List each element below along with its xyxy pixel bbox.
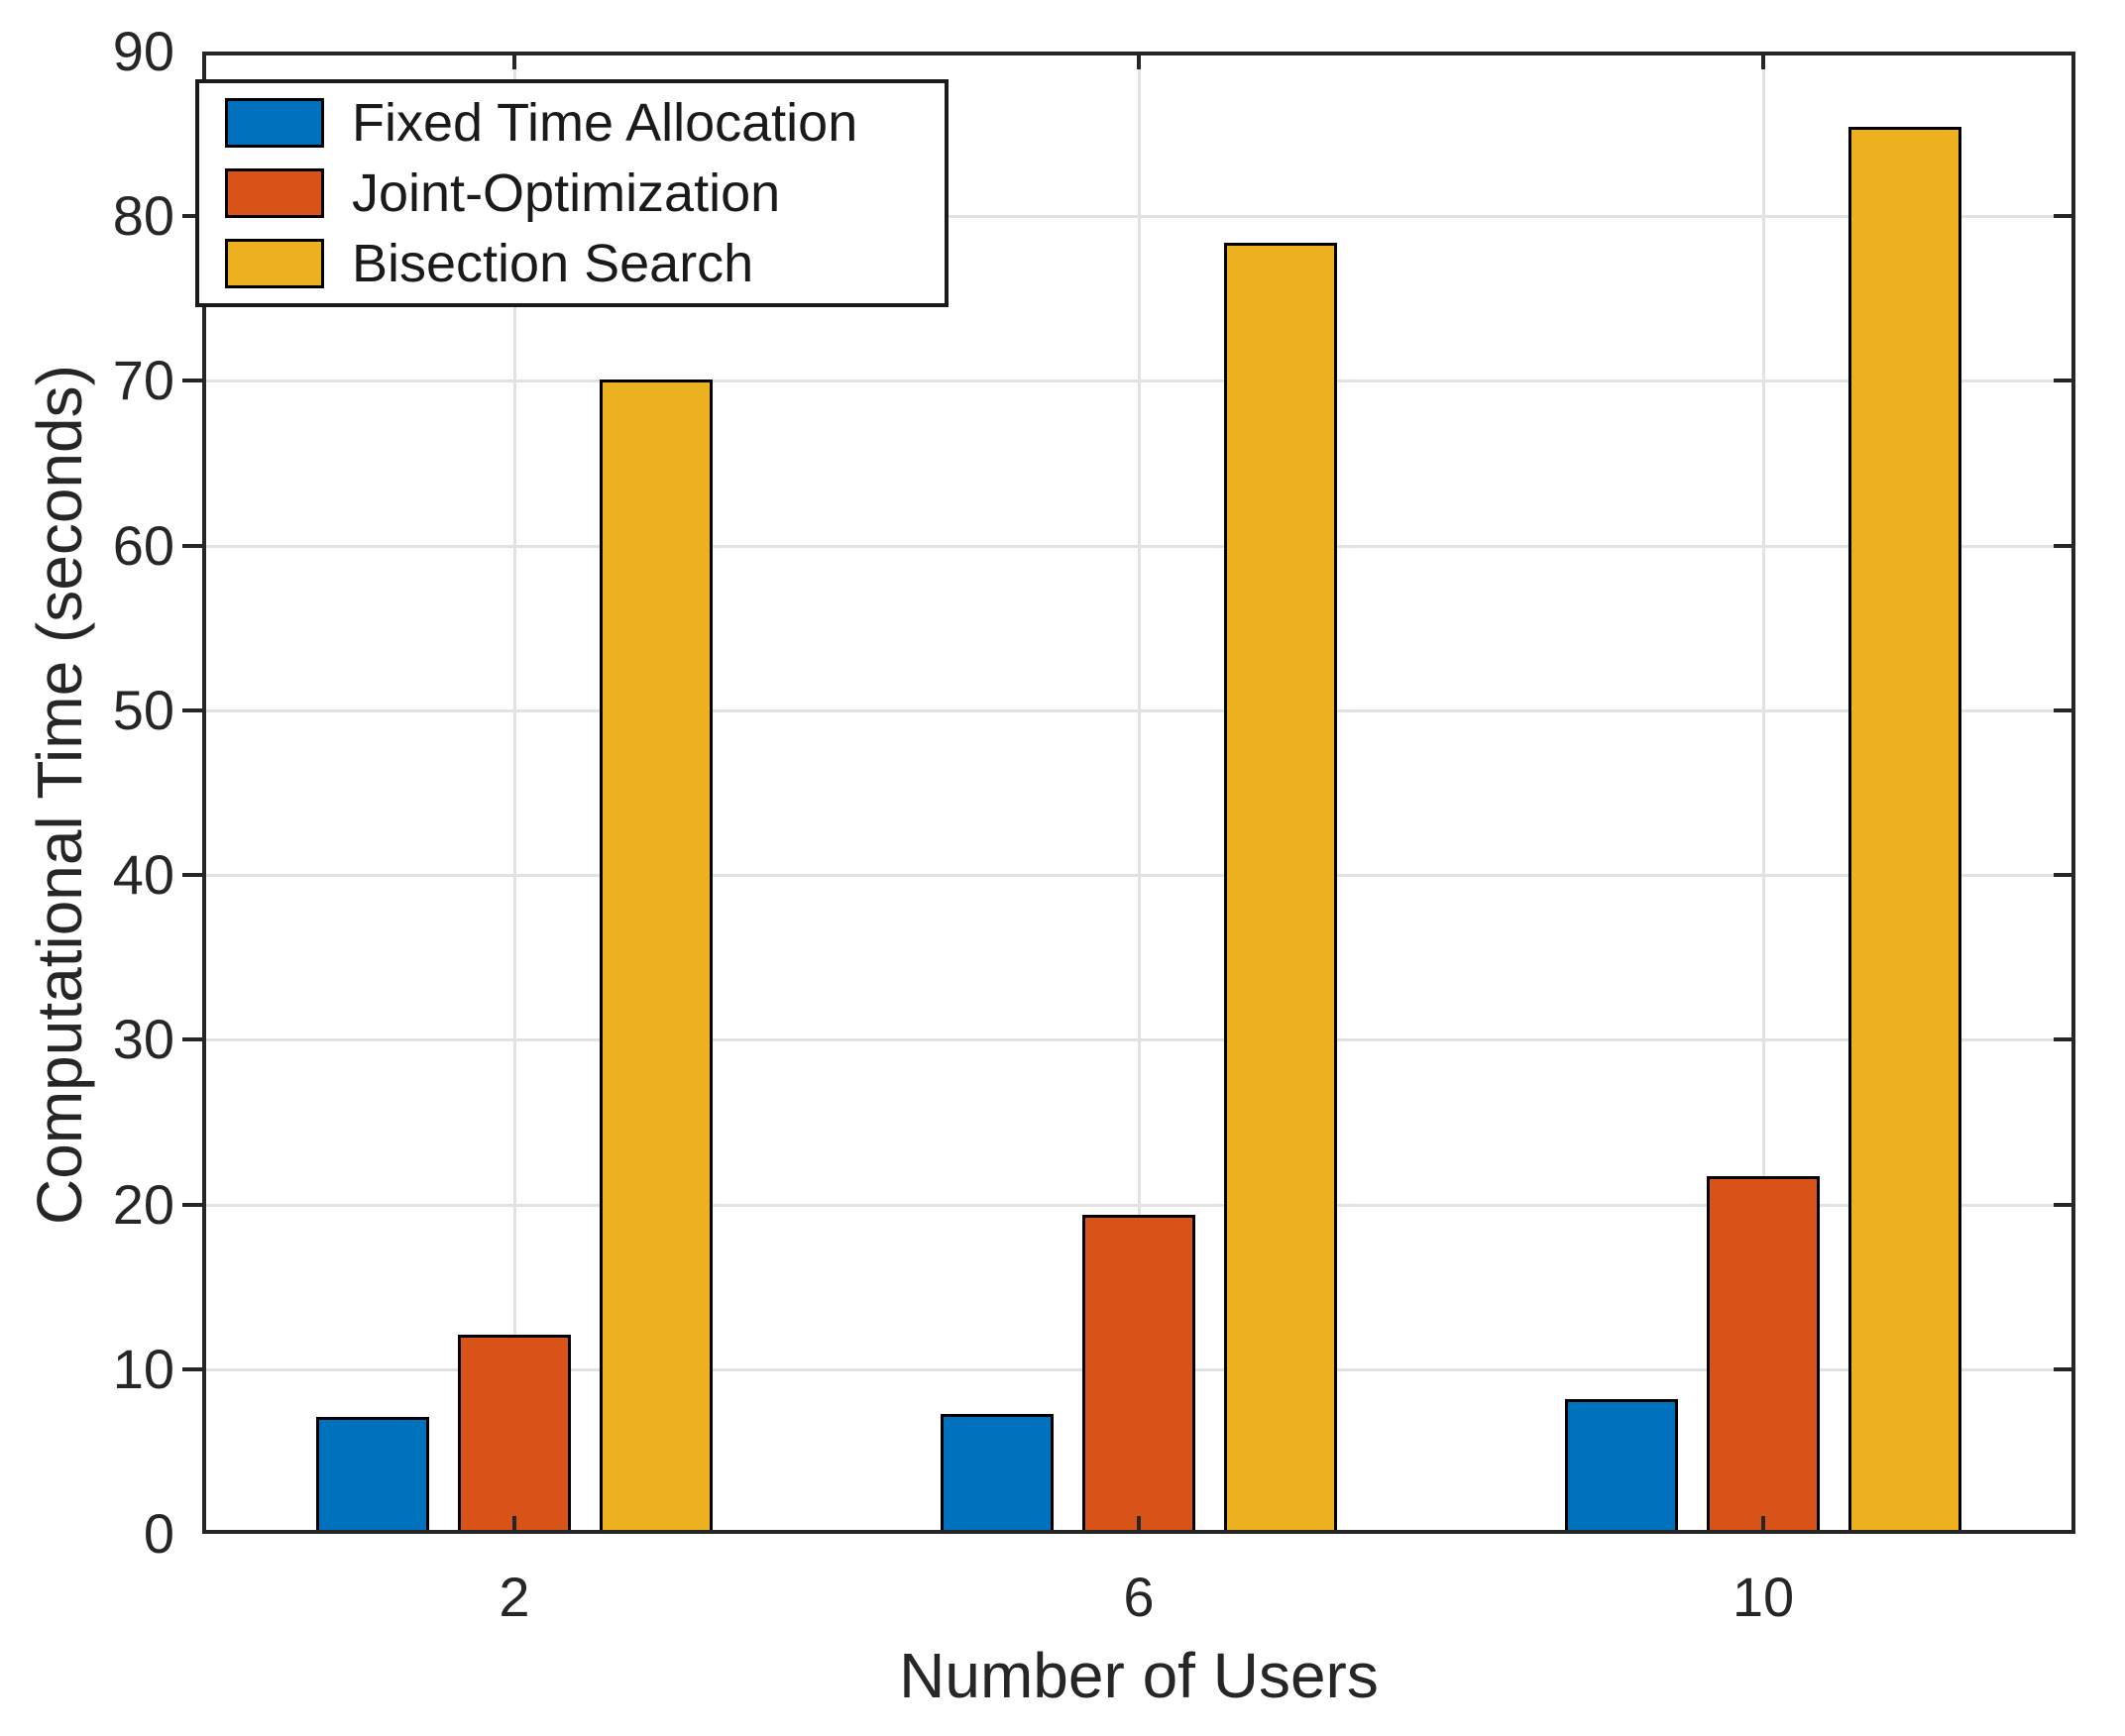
y-tick-mark bbox=[182, 1202, 202, 1207]
x-tick-mark-top bbox=[1137, 52, 1141, 69]
x-tick-label: 10 bbox=[1732, 1566, 1795, 1628]
legend-item: Joint-Optimization bbox=[199, 158, 945, 228]
y-tick-mark bbox=[182, 214, 202, 219]
x-tick-mark-top bbox=[512, 52, 516, 69]
plot-area bbox=[202, 52, 2075, 1534]
y-tick-mark-right bbox=[2054, 1202, 2071, 1207]
y-tick-mark-right bbox=[2054, 543, 2071, 548]
y-tick-label: 60 bbox=[112, 513, 174, 577]
x-tick-label: 2 bbox=[499, 1566, 530, 1628]
x-tick-mark bbox=[1761, 1516, 1765, 1534]
y-tick-mark bbox=[182, 543, 202, 548]
y-tick-mark bbox=[182, 873, 202, 878]
y-tick-label: 70 bbox=[112, 349, 174, 412]
y-tick-label: 40 bbox=[112, 843, 174, 907]
y-axis-label: Computational Time (seconds) bbox=[24, 365, 95, 1225]
bar-fixed-time-allocation bbox=[941, 1414, 1054, 1534]
bar-bisection-search bbox=[1224, 243, 1337, 1534]
bar-joint-optimization bbox=[1707, 1176, 1820, 1534]
bar-fixed-time-allocation bbox=[316, 1417, 429, 1534]
v-gridline bbox=[1762, 52, 1765, 1534]
y-tick-mark bbox=[182, 379, 202, 383]
y-tick-label: 90 bbox=[112, 20, 174, 82]
x-tick-mark-top bbox=[1761, 52, 1765, 69]
y-tick-label: 20 bbox=[112, 1172, 174, 1236]
y-tick-label: 0 bbox=[143, 1502, 174, 1565]
y-tick-label: 30 bbox=[112, 1008, 174, 1071]
v-gridline bbox=[513, 52, 516, 1534]
v-gridline bbox=[1138, 52, 1141, 1534]
legend-item: Fixed Time Allocation bbox=[199, 87, 945, 158]
y-tick-label: 80 bbox=[112, 184, 174, 248]
y-tick-mark-right bbox=[2054, 707, 2071, 712]
legend-item: Bisection Search bbox=[199, 229, 945, 299]
x-tick-mark bbox=[1137, 1516, 1141, 1534]
x-axis-label: Number of Users bbox=[899, 1640, 1379, 1711]
y-tick-mark bbox=[182, 1366, 202, 1371]
legend-swatch bbox=[225, 239, 324, 289]
y-tick-label: 10 bbox=[112, 1337, 174, 1400]
y-tick-mark-right bbox=[2054, 873, 2071, 878]
y-tick-mark-right bbox=[2054, 214, 2071, 219]
legend: Fixed Time Allocation Joint-Optimization B… bbox=[195, 79, 949, 307]
y-tick-mark-right bbox=[2054, 1037, 2071, 1042]
y-tick-mark bbox=[182, 1037, 202, 1042]
x-tick-label: 6 bbox=[1123, 1566, 1155, 1628]
bar-joint-optimization bbox=[458, 1335, 571, 1534]
legend-swatch bbox=[225, 97, 324, 148]
bar-bisection-search bbox=[600, 380, 713, 1534]
y-tick-mark-right bbox=[2054, 379, 2071, 383]
y-tick-mark bbox=[182, 707, 202, 712]
legend-swatch bbox=[225, 167, 324, 218]
legend-item-label: Fixed Time Allocation bbox=[352, 92, 858, 153]
legend-item-label: Bisection Search bbox=[352, 234, 754, 294]
bar-joint-optimization bbox=[1082, 1215, 1195, 1534]
legend-item-label: Joint-Optimization bbox=[352, 163, 781, 223]
x-tick-mark bbox=[512, 1516, 516, 1534]
y-tick-label: 50 bbox=[112, 678, 174, 741]
y-tick-mark-right bbox=[2054, 1366, 2071, 1371]
bar-fixed-time-allocation bbox=[1565, 1399, 1678, 1534]
bar-bisection-search bbox=[1848, 127, 1961, 1534]
